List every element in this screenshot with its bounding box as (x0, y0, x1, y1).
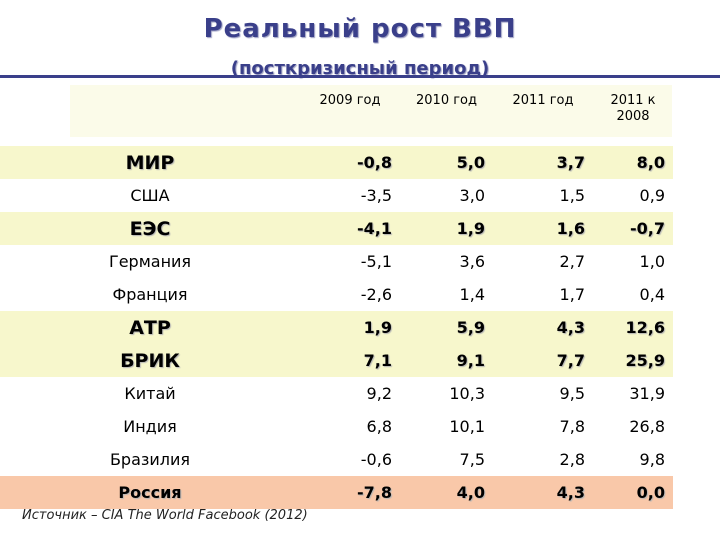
source-note: Источник – CIA The World Facebook (2012) (22, 508, 308, 523)
table-cell: 10,3 (400, 377, 493, 410)
header-blank (0, 85, 300, 146)
table-cell: -5,1 (300, 245, 400, 278)
table-cell: 7,7 (493, 344, 593, 377)
header-2011: 2011 год (512, 93, 574, 108)
table-cell: 0,9 (593, 179, 673, 212)
table-cell: -0,8 (300, 146, 400, 179)
table-cell: 7,5 (400, 443, 493, 476)
table-cell: 31,9 (593, 377, 673, 410)
table-row: Индия 6,8 10,1 7,8 26,8 (0, 410, 673, 443)
table-body: МИР -0,8 5,0 3,7 8,0 США -3,5 3,0 1,5 0,9 ЕЭС -4,1 1… (0, 146, 673, 509)
row-label: Германия (0, 245, 300, 278)
gdp-table: 2009 год 2010 год 2011 год 2011 к 2008 М… (0, 85, 673, 509)
table-cell: 10,1 (400, 410, 493, 443)
table-cell: 9,8 (593, 443, 673, 476)
table-cell: 0,0 (593, 476, 673, 509)
table-cell: 7,1 (300, 344, 400, 377)
table-cell: 0,4 (593, 278, 673, 311)
table-cell: 4,3 (493, 476, 593, 509)
table-row: ЕЭС -4,1 1,9 1,6 -0,7 (0, 212, 673, 245)
table-cell: 9,2 (300, 377, 400, 410)
row-label: Индия (0, 410, 300, 443)
table-row: Россия -7,8 4,0 4,3 0,0 (0, 476, 673, 509)
table-cell: 25,9 (593, 344, 673, 377)
header-background (70, 85, 672, 137)
table-row: Бразилия -0,6 7,5 2,8 9,8 (0, 443, 673, 476)
table-cell: 6,8 (300, 410, 400, 443)
row-label: Китай (0, 377, 300, 410)
table-cell: 4,0 (400, 476, 493, 509)
row-label: ЕЭС (0, 212, 300, 245)
slide-subtitle: (посткризисный период) (230, 58, 490, 79)
row-label: МИР (0, 146, 300, 179)
table-row: Германия -5,1 3,6 2,7 1,0 (0, 245, 673, 278)
table-cell: -4,1 (300, 212, 400, 245)
table-cell: 3,7 (493, 146, 593, 179)
table-row: Франция -2,6 1,4 1,7 0,4 (0, 278, 673, 311)
table-cell: 26,8 (593, 410, 673, 443)
table-cell: 3,0 (400, 179, 493, 212)
table-row: АТР 1,9 5,9 4,3 12,6 (0, 311, 673, 344)
table-cell: 1,7 (493, 278, 593, 311)
row-label: Бразилия (0, 443, 300, 476)
title-divider (0, 75, 720, 78)
header-2011-vs-2008: 2011 к 2008 (610, 93, 656, 124)
table-cell: 5,0 (400, 146, 493, 179)
table-cell: 12,6 (593, 311, 673, 344)
table-cell: 1,5 (493, 179, 593, 212)
table-cell: 1,9 (300, 311, 400, 344)
table-cell: 1,4 (400, 278, 493, 311)
table-cell: -0,6 (300, 443, 400, 476)
slide-title: Реальный рост ВВП (203, 14, 517, 44)
table-header-row: 2009 год 2010 год 2011 год 2011 к 2008 (0, 85, 673, 146)
table-cell: 3,6 (400, 245, 493, 278)
table-cell: -7,8 (300, 476, 400, 509)
table-row: Китай 9,2 10,3 9,5 31,9 (0, 377, 673, 410)
row-label: АТР (0, 311, 300, 344)
row-label: БРИК (0, 344, 300, 377)
table-cell: -3,5 (300, 179, 400, 212)
table-cell: 1,0 (593, 245, 673, 278)
table-cell: 1,9 (400, 212, 493, 245)
table-cell: 5,9 (400, 311, 493, 344)
table-cell: 2,8 (493, 443, 593, 476)
table-row: МИР -0,8 5,0 3,7 8,0 (0, 146, 673, 179)
table-cell: 4,3 (493, 311, 593, 344)
table-cell: -2,6 (300, 278, 400, 311)
table-cell: 9,1 (400, 344, 493, 377)
row-label: США (0, 179, 300, 212)
header-2010: 2010 год (416, 93, 477, 108)
row-label: Россия (0, 476, 300, 509)
table-cell: 1,6 (493, 212, 593, 245)
row-label: Франция (0, 278, 300, 311)
table-cell: -0,7 (593, 212, 673, 245)
table-cell: 8,0 (593, 146, 673, 179)
header-2009: 2009 год (319, 93, 381, 108)
table-cell: 2,7 (493, 245, 593, 278)
table-cell: 9,5 (493, 377, 593, 410)
table-row: БРИК 7,1 9,1 7,7 25,9 (0, 344, 673, 377)
table-row: США -3,5 3,0 1,5 0,9 (0, 179, 673, 212)
table-cell: 7,8 (493, 410, 593, 443)
